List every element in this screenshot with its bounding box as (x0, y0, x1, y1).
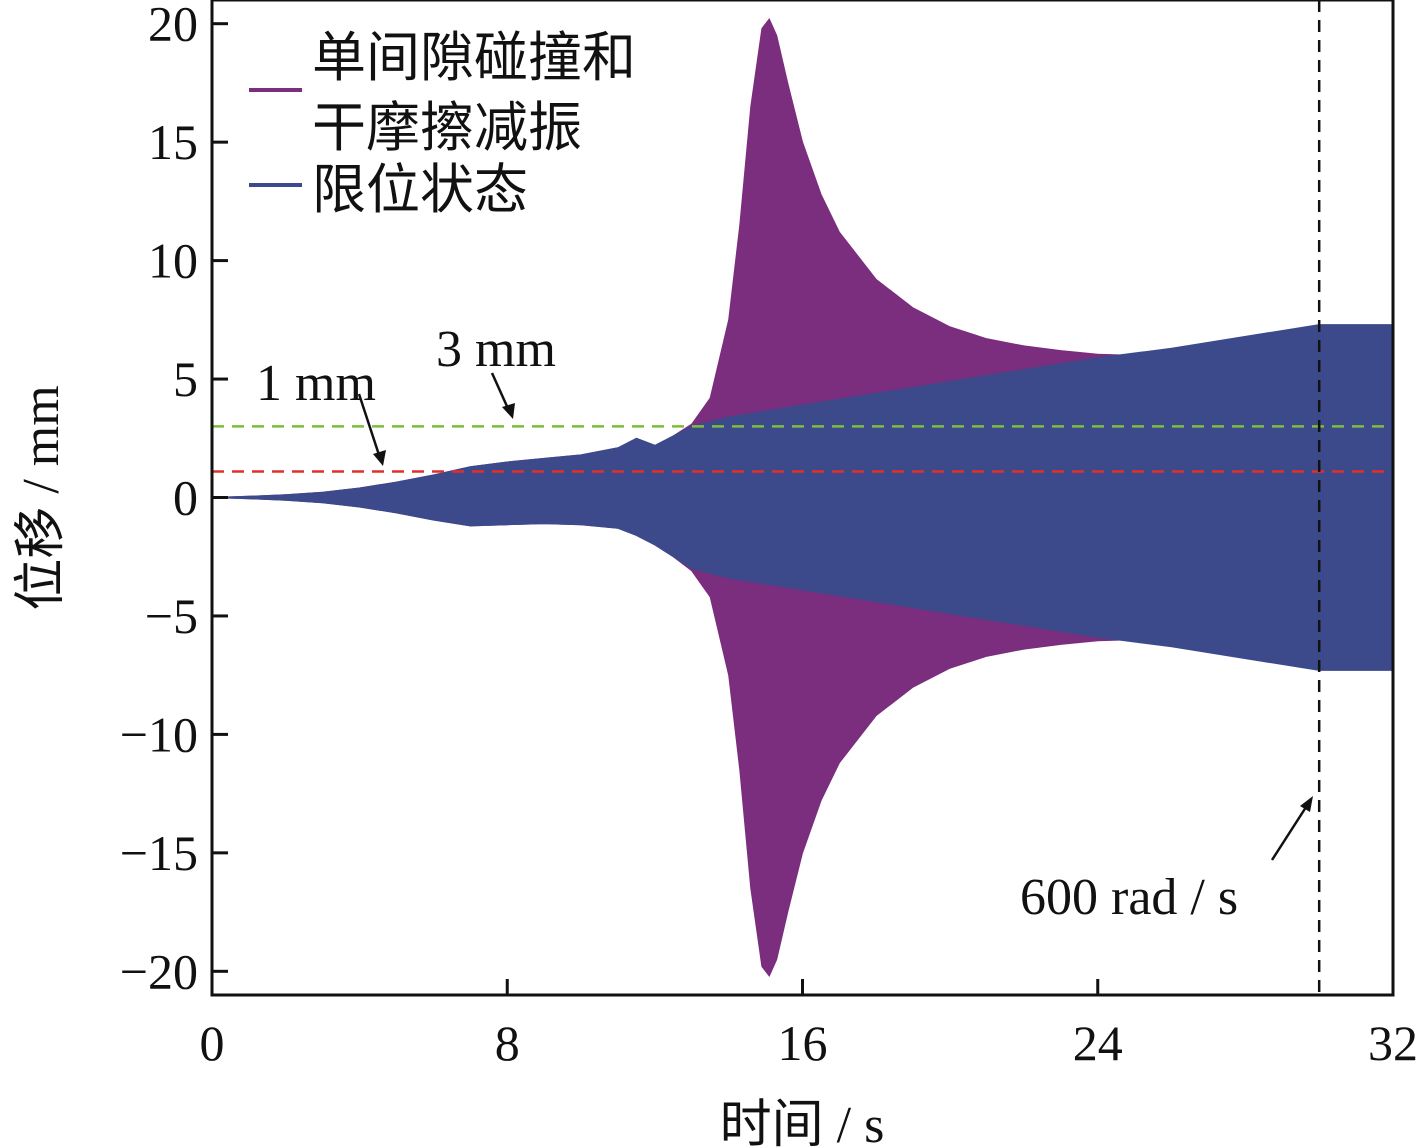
annotation-1mm: 1 mm (256, 355, 376, 412)
arrowhead-600rad (1300, 796, 1313, 812)
y-tick-label: −15 (120, 825, 198, 881)
legend-label-series-1-line-2: 干摩擦减振 (312, 96, 582, 159)
x-tick-label: 24 (1073, 1015, 1123, 1071)
legend-label-series-2: 限位状态 (312, 158, 528, 221)
reference-lines (212, 0, 1393, 995)
y-tick-label: 0 (173, 470, 198, 526)
y-tick-label: 15 (148, 114, 198, 170)
arrow-1mm (357, 393, 382, 459)
y-tick-label: 5 (173, 351, 198, 407)
annotation-3mm: 3 mm (436, 321, 556, 378)
y-tick-label: 20 (148, 0, 198, 52)
x-tick-label: 32 (1368, 1015, 1418, 1071)
y-tick-label: −5 (145, 588, 198, 644)
x-axis-title: 时间 / s (720, 1097, 885, 1148)
axis-ticks: 0 8 16 24 32 20 15 10 5 0 −5 −10 −15 −20 (120, 0, 1418, 1071)
y-tick-label: 10 (148, 233, 198, 289)
annotation-600rad: 600 rad / s (1020, 869, 1238, 926)
x-tick-label: 8 (495, 1015, 520, 1071)
x-tick-label: 0 (200, 1015, 225, 1071)
arrow-600rad (1270, 803, 1310, 861)
y-tick-label: −20 (120, 943, 198, 999)
x-tick-label: 16 (778, 1015, 828, 1071)
legend: 单间隙碰撞和 干摩擦减振 限位状态 (249, 26, 636, 221)
series-layer (212, 18, 1393, 977)
y-tick-label: −10 (120, 706, 198, 762)
annotations: 3 mm 1 mm 600 rad / s (256, 321, 1313, 926)
arrowhead-3mm (502, 403, 515, 419)
y-axis-title: 位移 / mm (13, 385, 70, 610)
legend-label-series-1-line-1: 单间隙碰撞和 (312, 26, 636, 89)
arrowhead-1mm (373, 450, 386, 466)
series-envelope-2 (212, 324, 1393, 671)
